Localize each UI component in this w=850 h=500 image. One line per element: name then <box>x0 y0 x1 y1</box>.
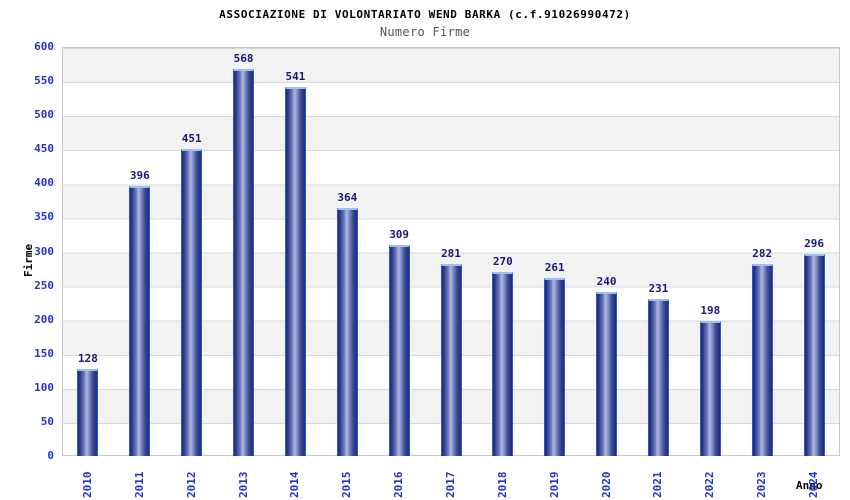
chart-title: ASSOCIAZIONE DI VOLONTARIATO WEND BARKA … <box>219 8 631 21</box>
y-tick-label: 250 <box>34 278 54 292</box>
y-tick-label: 500 <box>34 108 54 122</box>
bar-2010 <box>77 369 99 456</box>
x-tick-label: 2013 <box>236 471 250 499</box>
bar-2017 <box>440 264 462 456</box>
y-tick-label: 50 <box>40 414 54 428</box>
y-tick-label: 600 <box>34 40 54 53</box>
x-tick-label: 2012 <box>184 471 198 499</box>
x-tick-label: 2022 <box>703 471 717 499</box>
x-tick-label: 2014 <box>288 471 302 499</box>
bar-value-label: 396 <box>129 169 150 182</box>
bar-value-label: 198 <box>700 304 721 317</box>
bar-value-label: 128 <box>77 352 98 365</box>
bar-2014 <box>284 87 306 456</box>
bar-2021 <box>647 299 669 456</box>
bar-value-label: 451 <box>181 132 202 145</box>
bar-2012 <box>181 149 203 456</box>
bar-value-label: 281 <box>441 247 461 260</box>
x-tick-label: 2019 <box>547 471 561 499</box>
bar-value-label: 309 <box>389 228 410 241</box>
bar-2024 <box>803 254 825 456</box>
bar-2019 <box>544 278 566 456</box>
x-tick-label: 2016 <box>392 471 406 499</box>
y-tick-label: 450 <box>34 142 54 156</box>
x-tick-label: 2021 <box>651 471 665 499</box>
y-tick-label: 200 <box>34 312 54 326</box>
y-tick-label: 400 <box>34 176 54 190</box>
bar-value-label: 364 <box>337 191 358 204</box>
x-tick-label: 2023 <box>755 471 769 499</box>
x-tick-label: 2018 <box>495 471 509 499</box>
x-tick-label: 2011 <box>132 471 146 499</box>
bar-value-label: 231 <box>648 282 669 295</box>
x-tick-label: 2015 <box>340 471 354 499</box>
y-tick-label: 350 <box>34 210 54 224</box>
bar-2011 <box>129 186 151 456</box>
y-tick-label: 150 <box>34 346 54 360</box>
bar-2022 <box>699 321 721 456</box>
bar-value-label: 296 <box>804 237 824 250</box>
bar-2020 <box>596 292 618 456</box>
bar-2023 <box>751 264 773 456</box>
bar-2013 <box>233 69 255 456</box>
bar-value-label: 282 <box>752 247 773 260</box>
y-tick-label: 550 <box>34 74 54 88</box>
x-tick-label: 2017 <box>444 471 457 499</box>
y-tick-label: 100 <box>34 380 54 394</box>
bar-value-label: 240 <box>596 275 617 288</box>
chart-subtitle: Numero Firme <box>379 25 471 39</box>
x-tick-label: 2024 <box>807 471 821 499</box>
bar-value-label: 270 <box>492 255 513 268</box>
x-tick-label: 2020 <box>599 471 613 499</box>
bar-value-label: 568 <box>233 52 254 65</box>
bar-2015 <box>336 208 358 456</box>
x-axis-title: Anno <box>796 479 823 492</box>
y-tick-label: 0 <box>47 449 54 462</box>
bar-2016 <box>388 245 410 456</box>
bar-value-label: 541 <box>285 70 306 83</box>
x-tick-label: 2010 <box>80 471 94 499</box>
bar-value-label: 261 <box>544 261 565 274</box>
bar-2018 <box>492 272 514 456</box>
y-tick-label: 300 <box>34 244 54 258</box>
